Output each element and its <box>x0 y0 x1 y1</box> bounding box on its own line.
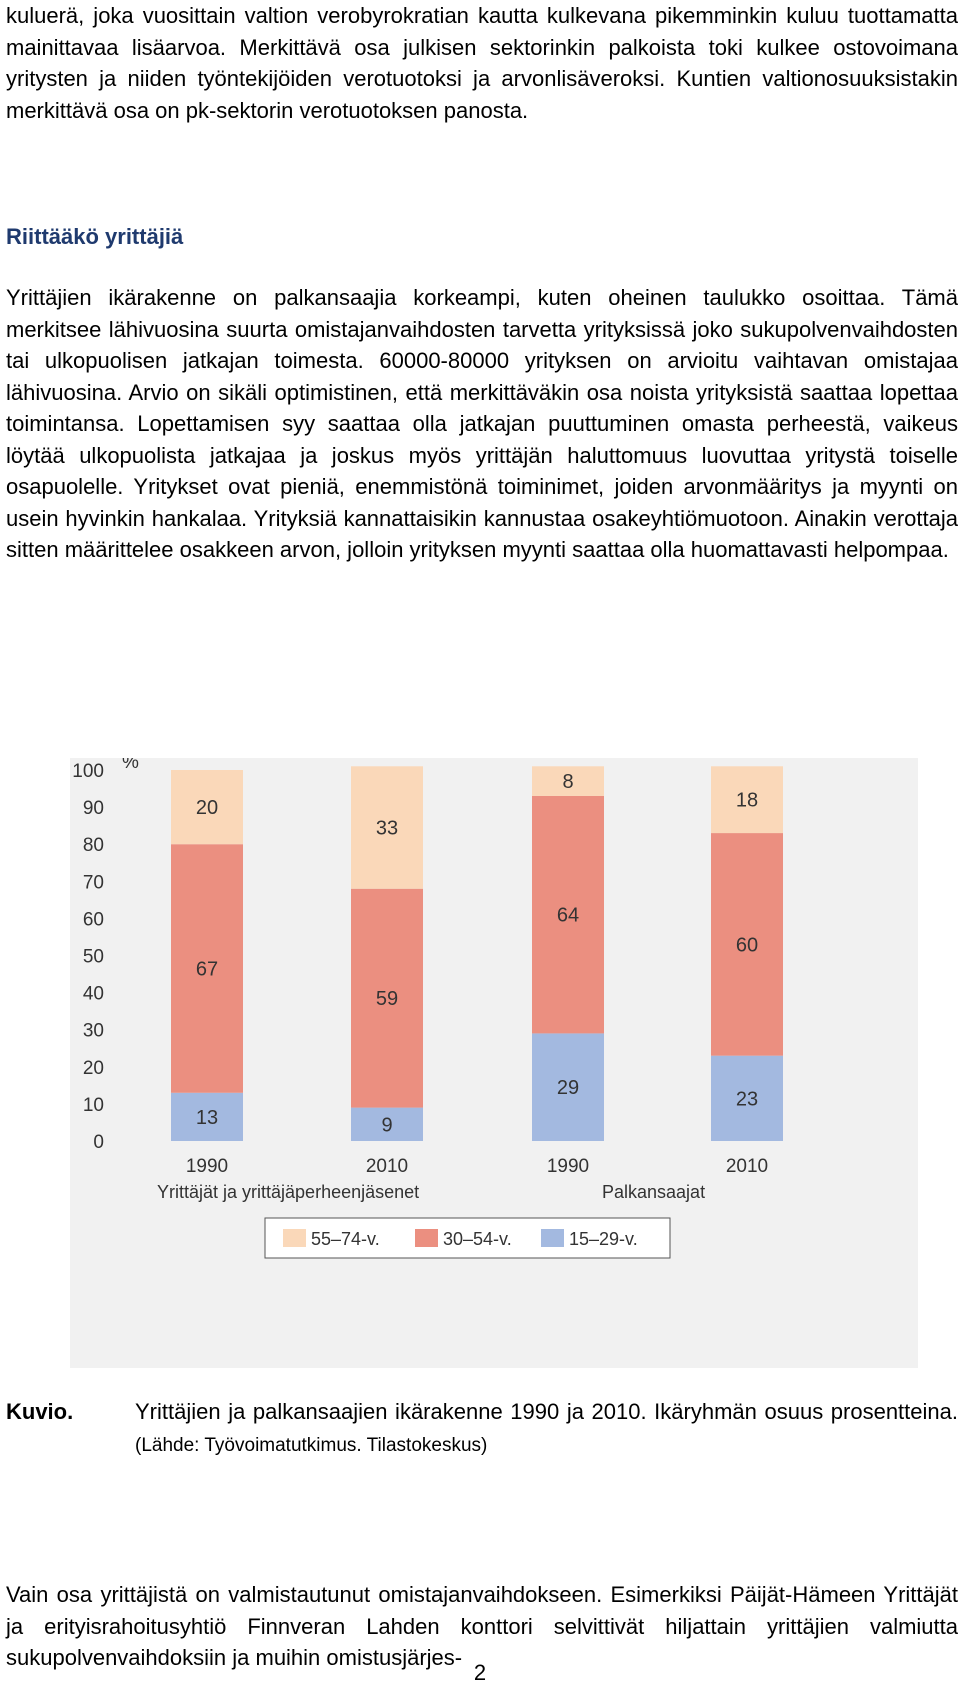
bar-segment <box>532 766 604 796</box>
y-tick-label: 50 <box>83 947 104 968</box>
intro-paragraph: kuluerä, joka vuosittain valtion verobyr… <box>6 3 958 123</box>
bar-segment <box>711 833 783 1056</box>
bar-segment <box>351 766 423 889</box>
y-unit-label: % <box>122 758 139 773</box>
bar-segment <box>351 888 423 1108</box>
y-tick-label: 90 <box>83 798 104 819</box>
page-number: 2 <box>473 1660 487 1685</box>
bar-segment <box>171 770 243 845</box>
x-tick-label: 2010 <box>366 1156 408 1177</box>
legend-swatch <box>415 1229 438 1247</box>
y-tick-label: 70 <box>83 872 104 893</box>
bar-value-label: 8 <box>562 771 573 793</box>
bar-segment <box>351 1107 423 1141</box>
y-tick-label: 0 <box>93 1132 104 1153</box>
bar-value-label: 23 <box>736 1088 758 1110</box>
bar-value-label: 67 <box>196 958 218 980</box>
y-tick-label: 60 <box>83 909 104 930</box>
section-heading: Riittääkö yrittäjiä <box>6 224 184 249</box>
legend-label: 15–29-v. <box>569 1229 638 1249</box>
x-tick-label: 1990 <box>547 1156 589 1177</box>
bar-value-label: 64 <box>557 905 579 927</box>
group-label: Yrittäjät ja yrittäjäperheenjäsenet <box>157 1182 419 1202</box>
age-structure-chart: % 0 10 20 30 40 50 60 70 80 90 100 13 67 20 1990 9 59 33 20… <box>70 758 918 1368</box>
caption-label: Kuvio. <box>6 1399 74 1424</box>
bar-value-label: 60 <box>736 934 758 956</box>
y-tick-label: 10 <box>83 1095 104 1116</box>
bar-value-label: 18 <box>736 790 758 812</box>
bar-segment <box>711 766 783 834</box>
bar-value-label: 20 <box>196 797 218 819</box>
x-tick-label: 2010 <box>726 1156 768 1177</box>
y-tick-label: 40 <box>83 984 104 1005</box>
y-tick-label: 100 <box>72 761 104 782</box>
y-tick-label: 20 <box>83 1058 104 1079</box>
bar-segment <box>171 844 243 1093</box>
caption-text: Yrittäjien ja palkansaajien ikärakenne 1… <box>135 1399 958 1424</box>
bar-value-label: 9 <box>381 1114 392 1136</box>
legend-label: 30–54-v. <box>443 1229 512 1249</box>
closing-paragraph: Vain osa yrittäjistä on valmistautunut o… <box>6 1582 958 1670</box>
y-tick-label: 30 <box>83 1021 104 1042</box>
chart-svg: % 0 10 20 30 40 50 60 70 80 90 100 13 67 20 1990 9 59 33 20… <box>72 758 783 1259</box>
caption-source: (Lähde: Työvoimatutkimus. Tilastokeskus) <box>135 1435 488 1456</box>
y-tick-label: 80 <box>83 835 104 856</box>
bar-value-label: 29 <box>557 1077 579 1099</box>
bar-segment <box>532 795 604 1034</box>
group-label: Palkansaajat <box>602 1182 705 1202</box>
bar-segment <box>532 1033 604 1141</box>
body-paragraph: Yrittäjien ikärakenne on palkansaajia ko… <box>6 285 958 562</box>
bar-segment <box>711 1055 783 1141</box>
bar-value-label: 33 <box>376 818 398 840</box>
x-tick-label: 1990 <box>186 1156 228 1177</box>
legend-swatch <box>541 1229 564 1247</box>
caption-text-block: Yrittäjien ja palkansaajien ikärakenne 1… <box>135 1396 958 1462</box>
bar-value-label: 13 <box>196 1107 218 1129</box>
legend-box <box>264 1217 671 1259</box>
legend-swatch <box>283 1229 306 1247</box>
bar-segment <box>171 1092 243 1141</box>
legend-label: 55–74-v. <box>311 1229 380 1249</box>
bar-value-label: 59 <box>376 988 398 1010</box>
